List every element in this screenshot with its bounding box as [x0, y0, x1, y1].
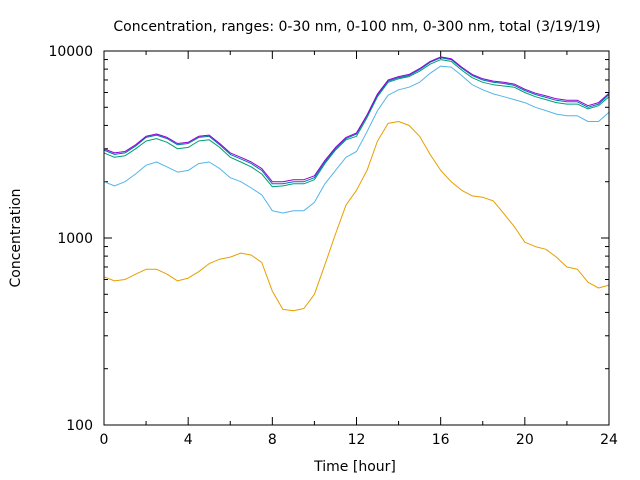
x-tick-label: 24 [600, 432, 618, 448]
axis-ticks: 0 4 8 12 16 20 24 100 1000 10000 [48, 44, 618, 448]
x-tick-label: 12 [348, 432, 366, 448]
series-group [103, 56, 610, 312]
chart-title: Concentration, ranges: 0-30 nm, 0-100 nm… [113, 19, 600, 35]
y-axis-label: Concentration [8, 188, 24, 287]
x-axis-label: Time [hour] [313, 459, 396, 475]
y-tick-label: 100 [66, 418, 93, 434]
x-tick-label: 0 [100, 432, 109, 448]
series-line-2 [103, 59, 610, 188]
series-line-0 [103, 121, 610, 312]
y-tick-label: 1000 [57, 231, 93, 247]
y-tick-label: 10000 [48, 44, 93, 60]
x-tick-label: 8 [268, 432, 277, 448]
series-line-1 [103, 65, 610, 214]
series-line-3 [103, 57, 610, 185]
series-line-4 [103, 56, 610, 183]
x-tick-label: 16 [432, 432, 450, 448]
x-tick-label: 20 [516, 432, 534, 448]
plot-frame [103, 50, 610, 426]
x-tick-label: 4 [184, 432, 193, 448]
